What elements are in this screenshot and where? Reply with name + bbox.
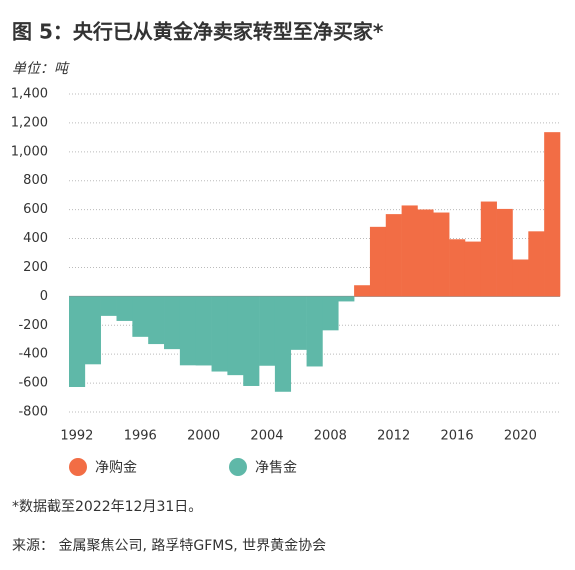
bar <box>164 296 181 350</box>
y-tick-label: 600 <box>23 202 48 217</box>
x-tick-label: 2016 <box>441 429 474 444</box>
bar <box>496 208 513 297</box>
bar <box>69 296 86 387</box>
bar <box>338 296 355 302</box>
bar <box>369 226 387 297</box>
bar <box>290 296 307 350</box>
legend-label: 净购金 <box>95 460 137 476</box>
x-tick-label: 2020 <box>504 429 537 444</box>
legend-marker <box>229 458 247 476</box>
bar <box>401 205 418 297</box>
x-tick-label: 2012 <box>377 429 410 444</box>
bar <box>385 214 402 297</box>
bar <box>449 239 466 297</box>
x-tick-label: 2000 <box>187 429 220 444</box>
y-tick-label: 800 <box>23 173 48 188</box>
bar <box>322 296 339 331</box>
bar <box>464 241 482 297</box>
bar <box>417 209 434 297</box>
bar <box>259 296 276 366</box>
bar <box>243 296 260 386</box>
bar <box>100 296 117 316</box>
bar <box>544 132 561 297</box>
bar <box>132 296 149 337</box>
bar <box>116 296 133 321</box>
y-tick-label: -200 <box>18 318 48 333</box>
bar <box>211 296 228 372</box>
y-tick-label: 0 <box>40 289 48 304</box>
y-tick-label: 200 <box>23 260 48 275</box>
bar <box>195 296 212 366</box>
x-tick-label: 2004 <box>250 429 283 444</box>
bar <box>433 212 450 297</box>
bar <box>227 296 244 376</box>
bar <box>84 296 101 365</box>
bar <box>274 296 292 392</box>
chart-title: 图 5：央行已从黄金净卖家转型至净买家* <box>12 20 384 44</box>
y-tick-label: 1,000 <box>11 144 48 159</box>
x-tick-label: 1992 <box>60 429 93 444</box>
y-tick-label: 400 <box>23 231 48 246</box>
bar <box>179 296 197 366</box>
bar <box>512 259 529 297</box>
source: 来源： 金属聚焦公司, 路孚特GFMS, 世界黄金协会 <box>12 537 326 554</box>
y-tick-label: -600 <box>18 376 48 391</box>
bar <box>480 201 497 297</box>
x-tick-label: 2008 <box>314 429 347 444</box>
bar <box>354 285 371 297</box>
y-axis-label: 单位：吨 <box>12 61 70 77</box>
legend-label: 净售金 <box>255 460 297 476</box>
y-tick-label: -400 <box>18 347 48 362</box>
x-tick-label: 1996 <box>124 429 157 444</box>
y-tick-label: -800 <box>18 405 48 420</box>
note: *数据截至2022年12月31日。 <box>12 499 202 515</box>
y-tick-label: 1,400 <box>11 87 48 102</box>
bar <box>148 296 165 345</box>
y-tick-label: 1,200 <box>11 115 48 130</box>
legend-marker <box>69 458 87 476</box>
bar <box>306 296 323 367</box>
bar <box>528 231 545 297</box>
